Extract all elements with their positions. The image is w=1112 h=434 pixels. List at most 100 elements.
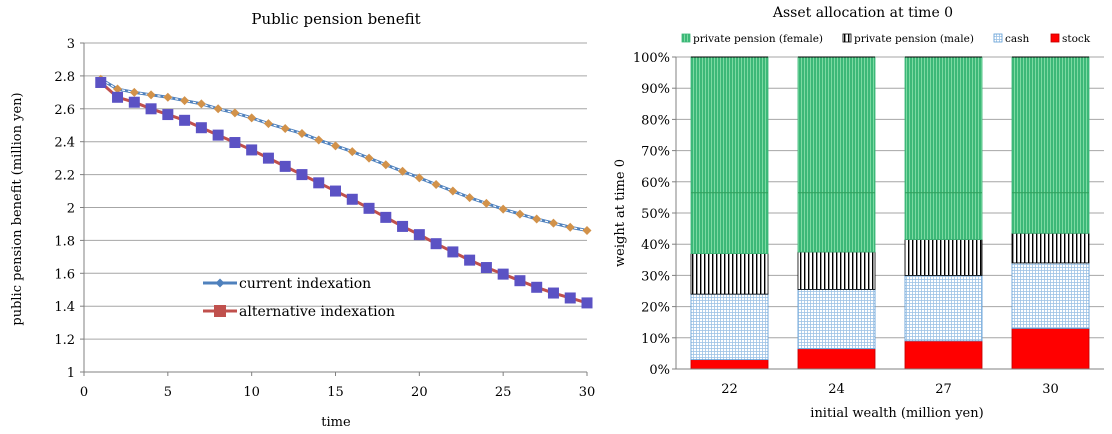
data-point-diamond: [213, 104, 223, 114]
data-point-diamond: [381, 160, 391, 170]
series-line: [99, 81, 588, 305]
y-tick-label: 20%: [641, 301, 670, 316]
legend-label: private pension (male): [854, 33, 974, 45]
line-chart-title: Public pension benefit: [251, 10, 420, 28]
x-tick-label: 0: [80, 385, 88, 400]
data-point-diamond: [196, 99, 206, 109]
line-chart-y-axis-label: public pension benefit (million yen): [10, 92, 25, 325]
legend-swatch: [681, 33, 691, 43]
y-tick-label: 2: [67, 202, 75, 217]
data-point-diamond: [548, 218, 558, 228]
pension-benefit-line-chart: Public pension benefit time public pensi…: [10, 10, 596, 430]
data-point-square: [162, 109, 174, 121]
bar-segment-private-pension-female: [1011, 56, 1090, 234]
data-point-diamond: [398, 166, 408, 176]
bar-chart-title: Asset allocation at time 0: [772, 5, 953, 21]
legend-label: private pension (female): [693, 33, 823, 45]
y-tick-label: 50%: [641, 207, 670, 222]
data-point-diamond: [247, 113, 257, 123]
data-point-diamond: [163, 92, 173, 102]
series-current-indexation: [96, 74, 592, 236]
y-tick-label: 80%: [641, 113, 670, 128]
bar-segment-private-pension-female: [690, 56, 769, 254]
line-chart-legend: current indexation alternative indexation: [203, 276, 395, 320]
legend-swatch: [842, 33, 852, 43]
data-point-square: [430, 238, 442, 250]
data-point-square: [363, 202, 375, 214]
data-point-square: [262, 152, 274, 164]
data-point-square: [497, 268, 509, 280]
data-point-diamond: [364, 153, 374, 163]
x-tick-label: 25: [495, 385, 512, 400]
data-point-square: [346, 193, 358, 205]
data-point-square: [229, 137, 241, 149]
data-point-square: [480, 262, 492, 274]
x-tick-label: 30: [579, 385, 596, 400]
data-point-square: [212, 129, 224, 141]
bar-segment-cash: [797, 289, 876, 350]
data-point-square: [397, 220, 409, 232]
data-point-diamond: [280, 124, 290, 134]
bar-chart-y-axis-label: weight at time 0: [613, 159, 628, 267]
data-point-square: [313, 177, 325, 189]
bar-segment-cash: [904, 274, 983, 342]
data-point-square: [413, 229, 425, 241]
data-point-square: [296, 169, 308, 181]
legend-swatch: [1050, 33, 1060, 43]
data-point-diamond: [113, 84, 123, 94]
data-point-diamond: [297, 128, 307, 138]
bar-segment-private-pension-female: [904, 56, 983, 240]
bar-segment-cash: [1011, 262, 1090, 329]
data-point-square: [112, 91, 124, 103]
data-point-diamond: [230, 108, 240, 118]
data-point-square: [195, 122, 207, 134]
y-tick-label: 2.2: [54, 169, 75, 184]
y-tick-label: 1.2: [54, 333, 75, 348]
data-point-square: [380, 211, 392, 223]
bar-segment-stock: [690, 359, 769, 370]
x-tick-label: 15: [327, 385, 344, 400]
y-tick-label: 1: [67, 366, 75, 381]
x-tick-label: 10: [243, 385, 260, 400]
bar-segment-private-pension-male: [1011, 232, 1090, 264]
y-tick-label: 2.8: [54, 70, 75, 85]
y-tick-label: 10%: [641, 332, 670, 347]
data-point-square: [464, 254, 476, 266]
data-point-diamond: [314, 135, 324, 145]
y-tick-label: 1.8: [54, 234, 75, 249]
data-point-diamond: [431, 179, 441, 189]
bar-chart-panel: Asset allocation at time 0 initial wealt…: [600, 0, 1112, 430]
data-point-square: [564, 292, 576, 304]
y-tick-label: 2.4: [54, 136, 75, 151]
data-point-square: [95, 76, 107, 88]
bar-segment-stock: [1011, 328, 1090, 370]
data-point-diamond: [146, 90, 156, 100]
data-point-square: [330, 185, 341, 197]
data-point-diamond: [180, 96, 190, 106]
data-point-diamond: [263, 119, 273, 129]
data-point-diamond: [465, 193, 475, 203]
y-tick-label: 60%: [641, 176, 670, 191]
data-point-diamond: [515, 209, 525, 219]
y-tick-label: 1.4: [54, 300, 75, 315]
y-tick-label: 90%: [641, 82, 670, 97]
legend-label: cash: [1005, 33, 1030, 45]
bar-segment-private-pension-male: [690, 253, 769, 295]
data-point-diamond: [565, 222, 575, 232]
bar-segment-private-pension-male: [904, 239, 983, 276]
bar-chart-legend: private pension (female) private pension …: [681, 33, 1091, 45]
bar-segment-stock: [797, 348, 876, 370]
data-point-diamond: [414, 173, 424, 183]
data-point-square: [581, 297, 593, 309]
y-tick-label: 0%: [649, 363, 670, 378]
data-point-diamond: [448, 186, 458, 196]
x-tick-label: 27: [935, 382, 952, 397]
bar-segment-cash: [690, 293, 769, 361]
data-point-diamond: [481, 198, 491, 208]
data-point-square: [179, 114, 191, 126]
legend-label: alternative indexation: [239, 304, 395, 320]
bar-chart-x-axis-label: initial wealth (million yen): [810, 406, 983, 421]
data-point-square: [447, 246, 459, 258]
data-point-square: [547, 287, 559, 299]
data-point-square: [514, 275, 526, 287]
